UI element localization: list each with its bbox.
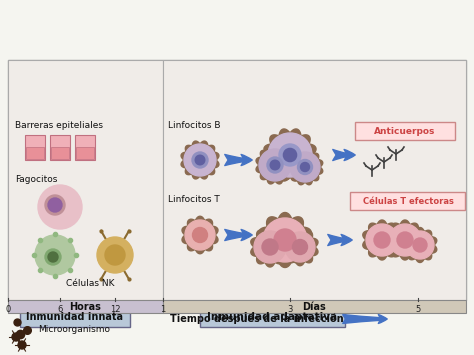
Circle shape xyxy=(195,155,205,165)
Text: Barreras epiteliales: Barreras epiteliales xyxy=(15,120,103,130)
FancyBboxPatch shape xyxy=(200,307,345,327)
FancyBboxPatch shape xyxy=(25,135,45,160)
Text: 1: 1 xyxy=(160,305,165,314)
FancyBboxPatch shape xyxy=(355,122,455,140)
Text: Anticuerpos: Anticuerpos xyxy=(374,126,436,136)
Circle shape xyxy=(184,144,216,176)
Text: Células NK: Células NK xyxy=(66,279,114,288)
Text: 3: 3 xyxy=(287,305,292,314)
Polygon shape xyxy=(386,220,424,260)
Circle shape xyxy=(366,224,398,256)
Circle shape xyxy=(35,235,75,275)
Text: Inmunidad innata: Inmunidad innata xyxy=(27,312,124,322)
Circle shape xyxy=(267,157,283,173)
Circle shape xyxy=(389,224,421,256)
Polygon shape xyxy=(182,216,218,254)
Circle shape xyxy=(270,160,280,170)
Polygon shape xyxy=(251,227,289,267)
Circle shape xyxy=(279,144,301,166)
Text: Días: Días xyxy=(302,301,326,311)
FancyBboxPatch shape xyxy=(8,300,163,313)
Circle shape xyxy=(283,148,297,162)
Polygon shape xyxy=(363,220,401,260)
Circle shape xyxy=(97,237,133,273)
FancyBboxPatch shape xyxy=(163,300,466,313)
Circle shape xyxy=(292,240,308,255)
Polygon shape xyxy=(256,146,294,184)
Text: Fagocitos: Fagocitos xyxy=(15,175,57,185)
Circle shape xyxy=(48,252,58,262)
Circle shape xyxy=(262,239,278,255)
FancyBboxPatch shape xyxy=(75,135,95,160)
Circle shape xyxy=(48,198,62,212)
Circle shape xyxy=(268,133,312,177)
Polygon shape xyxy=(181,141,219,179)
Circle shape xyxy=(274,229,296,251)
Circle shape xyxy=(285,232,315,262)
Circle shape xyxy=(301,163,310,171)
Circle shape xyxy=(290,152,320,182)
Text: Microorganismo: Microorganismo xyxy=(38,326,110,334)
Text: Inmunidad adaptativa: Inmunidad adaptativa xyxy=(207,312,337,322)
Circle shape xyxy=(18,341,26,349)
Circle shape xyxy=(12,333,20,341)
Circle shape xyxy=(254,231,286,263)
FancyBboxPatch shape xyxy=(8,60,466,300)
Text: Linfocitos B: Linfocitos B xyxy=(168,120,220,130)
FancyBboxPatch shape xyxy=(163,60,466,300)
Text: 12: 12 xyxy=(110,305,120,314)
Circle shape xyxy=(192,228,208,242)
Polygon shape xyxy=(403,228,437,262)
Circle shape xyxy=(185,220,215,250)
Circle shape xyxy=(298,159,312,175)
Circle shape xyxy=(45,195,65,215)
Circle shape xyxy=(105,245,125,265)
Circle shape xyxy=(374,232,390,248)
Polygon shape xyxy=(287,149,323,185)
FancyBboxPatch shape xyxy=(350,192,465,210)
FancyBboxPatch shape xyxy=(20,307,130,327)
Circle shape xyxy=(397,232,413,248)
Text: 5: 5 xyxy=(415,305,420,314)
Text: Células T efectoras: Células T efectoras xyxy=(363,197,454,206)
Polygon shape xyxy=(282,228,318,266)
Circle shape xyxy=(263,218,307,262)
Circle shape xyxy=(406,231,434,259)
Text: 0: 0 xyxy=(5,305,10,314)
Text: 6: 6 xyxy=(57,305,63,314)
FancyBboxPatch shape xyxy=(76,147,94,159)
FancyBboxPatch shape xyxy=(51,147,69,159)
FancyBboxPatch shape xyxy=(50,135,70,160)
Polygon shape xyxy=(259,213,311,268)
Circle shape xyxy=(259,149,291,181)
Text: Horas: Horas xyxy=(69,301,101,311)
Text: Tiempo después de la infección: Tiempo después de la infección xyxy=(170,314,344,324)
Circle shape xyxy=(38,185,82,229)
Circle shape xyxy=(192,152,208,168)
FancyBboxPatch shape xyxy=(26,147,44,159)
FancyBboxPatch shape xyxy=(8,60,163,300)
Circle shape xyxy=(413,238,427,252)
Text: Linfocitos T: Linfocitos T xyxy=(168,196,220,204)
Circle shape xyxy=(45,249,61,265)
Polygon shape xyxy=(264,129,316,181)
